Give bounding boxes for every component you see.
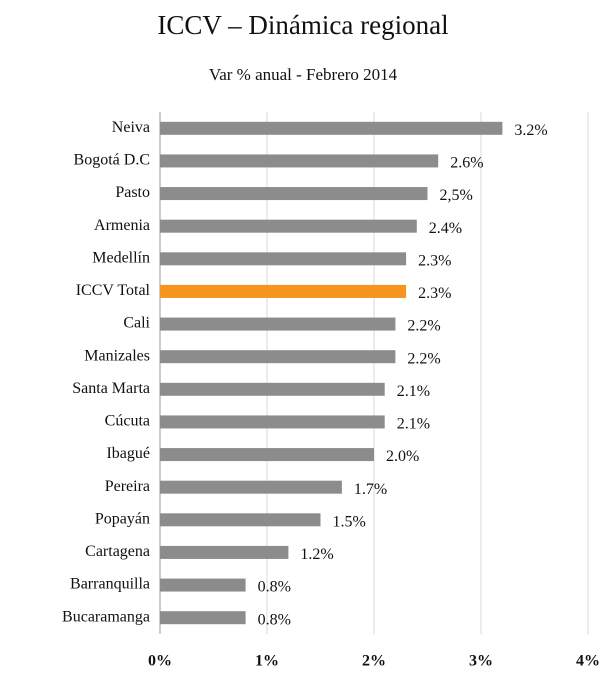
bar [160, 121, 503, 135]
bar [160, 545, 289, 559]
bar [160, 415, 385, 429]
bar [160, 578, 246, 592]
y-tick-label: Bogotá D.C [74, 152, 150, 169]
value-label: 2.2% [407, 318, 440, 335]
y-tick-label: Pasto [115, 184, 150, 201]
value-label: 0.8% [258, 579, 291, 596]
bar [160, 480, 342, 494]
x-tick-label: 2% [362, 653, 386, 670]
chart-title: ICCV – Dinámica regional [157, 10, 448, 40]
value-label: 2.1% [397, 383, 430, 400]
value-label: 3.2% [514, 122, 547, 139]
bar [160, 154, 439, 168]
y-tick-label: Ibagué [106, 445, 150, 462]
bar [160, 448, 374, 462]
value-label: 2.2% [407, 350, 440, 367]
value-label: 0.8% [258, 611, 291, 628]
x-tick-label: 1% [255, 653, 279, 670]
y-tick-label: Pereira [105, 478, 150, 495]
bar [160, 219, 417, 233]
bar [160, 252, 407, 266]
bar [160, 187, 428, 201]
y-tick-label: Cali [123, 315, 150, 332]
y-tick-label: Neiva [112, 119, 150, 136]
bar [160, 611, 246, 625]
y-tick-label: Manizales [84, 347, 150, 364]
bar [160, 317, 396, 331]
value-label: 2.3% [418, 285, 451, 302]
y-tick-label: Popayán [95, 510, 150, 527]
value-label: 2.0% [386, 448, 419, 465]
value-label: 2.6% [450, 155, 483, 172]
bar [160, 284, 407, 298]
value-label: 1.7% [354, 481, 387, 498]
y-tick-label: Bucaramanga [62, 608, 150, 625]
value-label: 1.5% [333, 513, 366, 530]
value-label: 2,5% [440, 187, 473, 204]
value-label: 2.3% [418, 252, 451, 269]
x-tick-label: 4% [576, 653, 600, 670]
value-label: 1.2% [300, 546, 333, 563]
y-tick-label: Barranquilla [70, 576, 150, 593]
chart-subtitle: Var % anual - Febrero 2014 [209, 65, 398, 84]
bar [160, 382, 385, 396]
bar [160, 513, 321, 527]
value-label: 2.1% [397, 416, 430, 433]
y-tick-label: Cúcuta [105, 413, 150, 430]
y-tick-label: Medellín [92, 249, 150, 266]
y-tick-label: Santa Marta [72, 380, 150, 397]
x-tick-label: 3% [469, 653, 493, 670]
y-tick-label: ICCV Total [76, 282, 151, 299]
bar [160, 350, 396, 364]
x-tick-label: 0% [148, 653, 172, 670]
y-tick-label: Armenia [94, 217, 150, 234]
value-label: 2.4% [429, 220, 462, 237]
y-tick-label: Cartagena [85, 543, 150, 560]
